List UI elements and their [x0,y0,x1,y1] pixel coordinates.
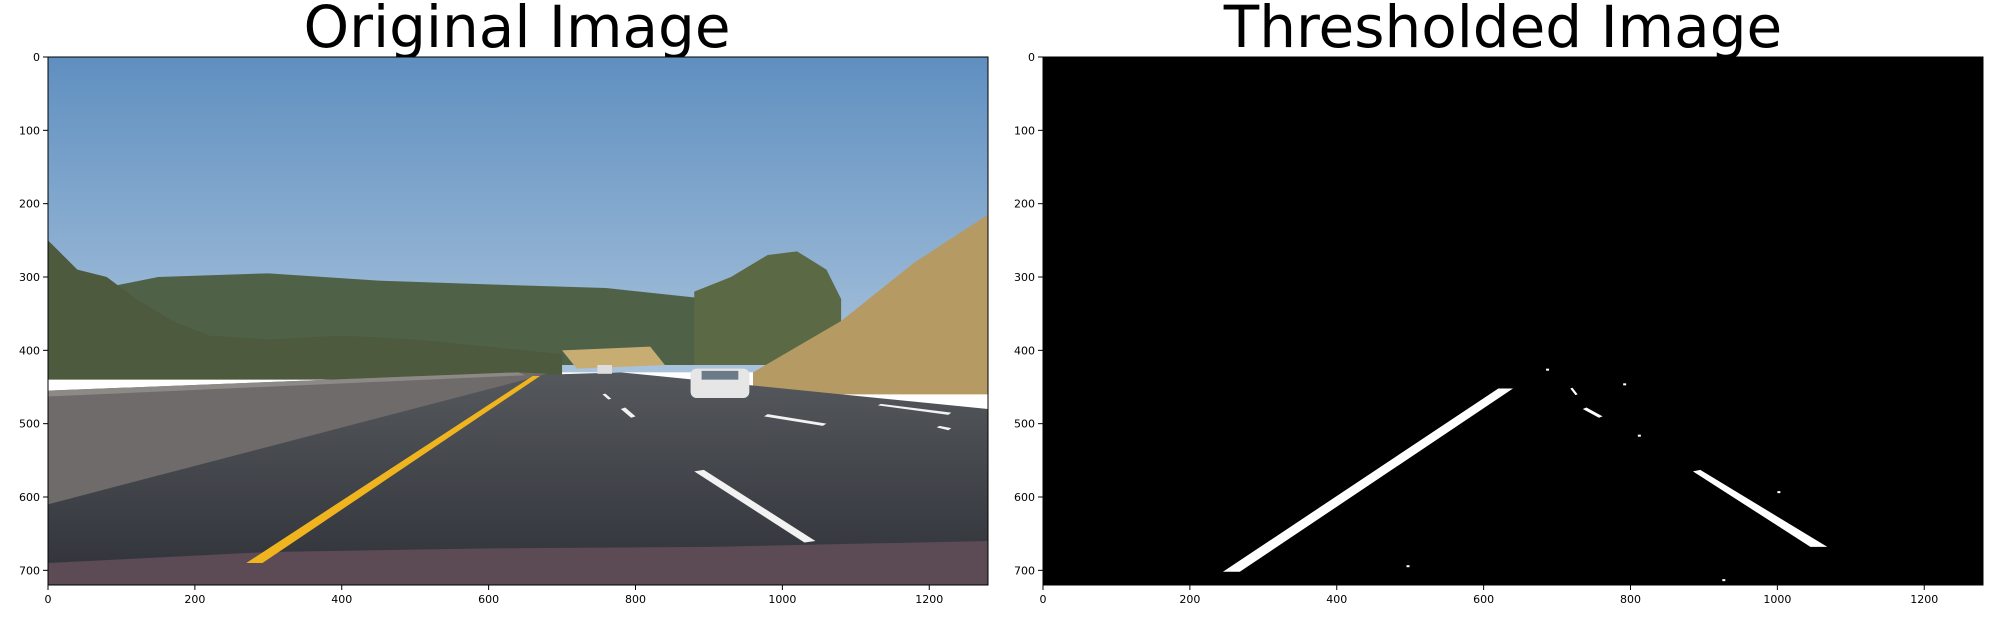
thr-xtick-label: 1200 [1910,593,1938,606]
thr-xtick-label: 800 [1620,593,1641,606]
orig-xtick-label: 800 [625,593,646,606]
concrete-barrier [48,372,548,505]
speckle [1637,434,1641,437]
orig-xtick-label: 1000 [768,593,796,606]
original-image-title: Original Image [303,0,731,61]
right-lane-dash-far [1570,387,1578,396]
right-lane-dash-mid [1582,407,1603,418]
trees-left [48,240,563,380]
hillside [753,214,988,395]
orig-xtick-label: 1200 [915,593,943,606]
orig-xtick-label: 0 [45,593,52,606]
speckle [1366,482,1370,485]
left-lane-line [1222,388,1513,572]
speckle [1777,491,1781,494]
thr-axes-frame [1042,56,1984,586]
orig-axes-frame [47,56,989,586]
thr-ytick-label: 700 [1014,564,1035,577]
thr-xtick-label: 200 [1179,593,1200,606]
thr-ytick-label: 600 [1014,491,1035,504]
speckle [1546,368,1550,371]
orig-xtick-label: 400 [331,593,352,606]
thr-xtick-label: 1000 [1763,593,1791,606]
orig-ytick-label: 0 [33,51,40,64]
orig-xtick-label: 600 [478,593,499,606]
yellow-lane-line [246,376,541,563]
orig-xtick-label: 200 [184,593,205,606]
orig-ytick-label: 600 [19,491,40,504]
lane-dash [877,403,952,415]
barrier-top [48,372,526,397]
thr-xtick-label: 400 [1326,593,1347,606]
thr-ytick-label: 100 [1014,124,1035,137]
thresholded-image-plot: 0 200 400 600 800 1000 1200 0 100 200 300 400 500 600… [1014,51,1984,606]
thr-ytick-label: 400 [1014,344,1035,357]
orig-ytick-label: 100 [19,124,40,137]
trees-right [694,251,842,365]
field [562,346,665,369]
lane-dash [602,393,612,400]
speckle [1623,383,1627,386]
thr-ytick-label: 500 [1014,418,1035,431]
thr-ytick-label: 0 [1028,51,1035,64]
thr-xtick-label: 0 [1040,593,1047,606]
car-hood [48,541,988,585]
distant-vehicle [597,365,612,374]
orig-ytick-label: 700 [19,564,40,577]
speckle [1406,565,1410,568]
lane-dash [764,414,827,426]
orig-ytick-label: 400 [19,344,40,357]
road-surface [48,372,988,585]
orig-ytick-label: 300 [19,271,40,284]
speckle [1722,579,1726,582]
thr-ytick-label: 300 [1014,271,1035,284]
car-ahead-window [701,370,739,380]
orig-ytick-label: 200 [19,198,40,211]
thr-ytick-label: 200 [1014,198,1035,211]
orig-ytick-label: 500 [19,418,40,431]
lane-dash [694,469,816,543]
original-photo [48,57,988,585]
thresholded-image-title: Thresholded Image [1223,0,1783,61]
right-lane-dash-near [1692,469,1828,547]
original-image-plot: 0 200 400 600 800 1000 1200 0 100 200 300 400 500 600… [19,51,989,606]
thr-xtick-label: 600 [1473,593,1494,606]
threshold-background [1043,57,1983,585]
lane-dash [936,425,952,431]
lane-dash [620,407,636,418]
